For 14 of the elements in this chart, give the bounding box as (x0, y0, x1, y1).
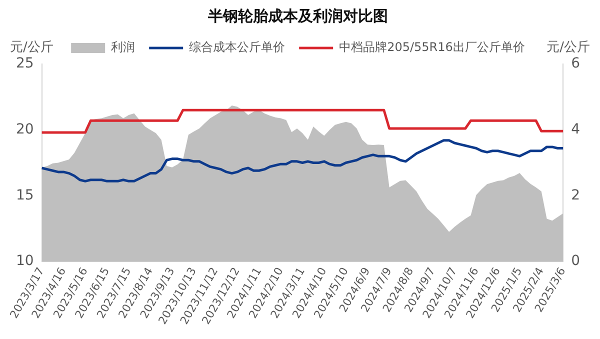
legend-label: 综合成本公斤单价 (189, 40, 286, 54)
y2-tick-label: 6 (571, 56, 580, 72)
y-tick-label: 25 (16, 56, 34, 72)
legend-label: 中档品牌205/55R16出厂公斤单价 (339, 40, 525, 54)
y2-tick-label: 4 (571, 121, 580, 138)
y-tick-label: 20 (16, 121, 34, 138)
y-tick-label: 10 (16, 253, 34, 270)
y2-tick-label: 2 (571, 187, 580, 204)
y-tick-label: 15 (16, 187, 34, 204)
y2-axis-title: 元/公斤 (546, 40, 590, 55)
legend-label: 利润 (111, 40, 136, 54)
chart-title: 半钢轮胎成本及利润对比图 (207, 6, 388, 25)
y-axis-title: 元/公斤 (10, 40, 54, 55)
y2-tick-label: 0 (571, 253, 580, 270)
